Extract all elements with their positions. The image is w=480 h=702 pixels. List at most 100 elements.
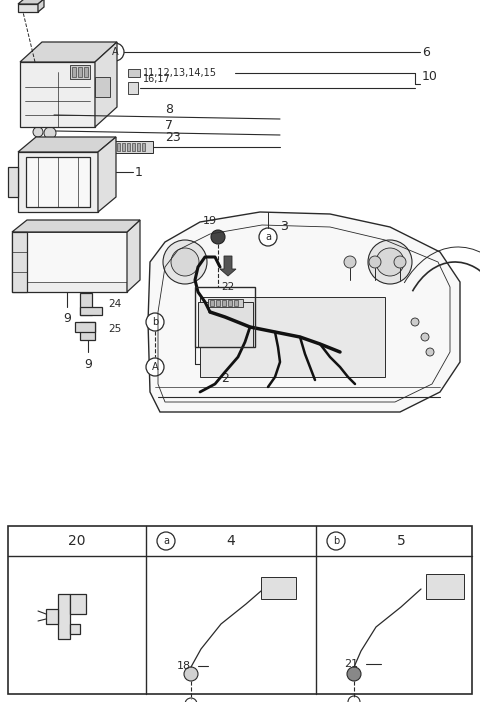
Bar (117, 143, 120, 151)
Text: 4: 4 (227, 534, 235, 548)
Polygon shape (26, 157, 90, 207)
Text: 8: 8 (165, 103, 173, 116)
Bar (8, 526, 472, 694)
Text: 7: 7 (165, 119, 173, 132)
Bar (72, 67, 76, 77)
Circle shape (411, 318, 419, 326)
Bar (216, 300, 220, 306)
Text: 11,12,13,14,15: 11,12,13,14,15 (143, 68, 217, 78)
Circle shape (171, 248, 199, 276)
Polygon shape (38, 0, 44, 12)
Circle shape (421, 333, 429, 341)
Bar (210, 300, 214, 306)
Polygon shape (220, 256, 236, 276)
Circle shape (270, 580, 286, 596)
Bar (208, 299, 243, 307)
Text: b: b (333, 536, 339, 546)
Circle shape (44, 112, 54, 122)
Bar (198, 302, 253, 347)
Circle shape (146, 358, 164, 376)
Bar (128, 82, 138, 94)
Text: 9: 9 (63, 312, 71, 325)
Text: 16,17: 16,17 (143, 74, 171, 84)
Polygon shape (20, 62, 95, 127)
Bar (122, 143, 125, 151)
Circle shape (344, 256, 356, 268)
Bar (234, 300, 238, 306)
Circle shape (163, 240, 207, 284)
Polygon shape (46, 609, 58, 624)
Polygon shape (148, 212, 460, 412)
Polygon shape (12, 232, 27, 292)
Text: a: a (265, 232, 271, 242)
Bar (70, 65, 90, 79)
Bar (228, 300, 232, 306)
Bar (261, 577, 296, 599)
Circle shape (369, 256, 381, 268)
Polygon shape (95, 42, 117, 127)
Polygon shape (18, 0, 44, 4)
Polygon shape (80, 322, 95, 340)
Bar (84, 67, 88, 77)
Text: 5: 5 (396, 534, 406, 548)
Circle shape (436, 578, 454, 596)
Text: 1: 1 (135, 166, 143, 178)
Text: 20: 20 (68, 534, 86, 548)
Bar (142, 143, 145, 151)
Bar (426, 574, 464, 599)
Text: 10: 10 (422, 70, 438, 84)
Circle shape (33, 127, 43, 137)
Polygon shape (70, 594, 86, 614)
Polygon shape (18, 137, 116, 152)
Circle shape (368, 240, 412, 284)
Text: 3: 3 (280, 220, 288, 232)
Circle shape (146, 313, 164, 331)
Polygon shape (8, 167, 18, 197)
Polygon shape (98, 137, 116, 212)
Bar (128, 69, 140, 77)
Bar (222, 300, 226, 306)
Text: a: a (163, 536, 169, 546)
Text: 21: 21 (344, 659, 358, 669)
Bar (127, 143, 130, 151)
Bar (137, 143, 140, 151)
Text: 18: 18 (177, 661, 191, 671)
Circle shape (211, 230, 225, 244)
Text: 19: 19 (203, 216, 217, 226)
Bar (78, 67, 82, 77)
Circle shape (157, 532, 175, 550)
Circle shape (33, 110, 43, 120)
Bar (200, 297, 385, 377)
Polygon shape (18, 152, 98, 212)
Circle shape (184, 667, 198, 681)
Polygon shape (12, 232, 127, 292)
Polygon shape (80, 293, 92, 315)
Polygon shape (12, 220, 140, 232)
Text: 25: 25 (108, 324, 121, 334)
Circle shape (394, 256, 406, 268)
Text: A: A (112, 47, 118, 57)
Text: 9: 9 (84, 358, 92, 371)
Text: 6: 6 (422, 46, 430, 58)
Circle shape (426, 348, 434, 356)
Polygon shape (58, 594, 70, 639)
Text: 2: 2 (221, 372, 229, 385)
Circle shape (327, 532, 345, 550)
Text: 22: 22 (221, 282, 235, 292)
Circle shape (376, 248, 404, 276)
Bar (95, 77, 110, 97)
Circle shape (106, 43, 124, 61)
Bar (195, 287, 255, 347)
Polygon shape (27, 232, 127, 282)
Circle shape (347, 667, 361, 681)
Polygon shape (75, 322, 95, 332)
Bar (115, 141, 153, 153)
Text: b: b (152, 317, 158, 327)
Polygon shape (18, 4, 38, 12)
Circle shape (259, 228, 277, 246)
Text: 24: 24 (108, 299, 121, 309)
Circle shape (44, 127, 56, 139)
Text: A: A (152, 362, 158, 372)
Polygon shape (70, 624, 80, 634)
Polygon shape (127, 220, 140, 292)
